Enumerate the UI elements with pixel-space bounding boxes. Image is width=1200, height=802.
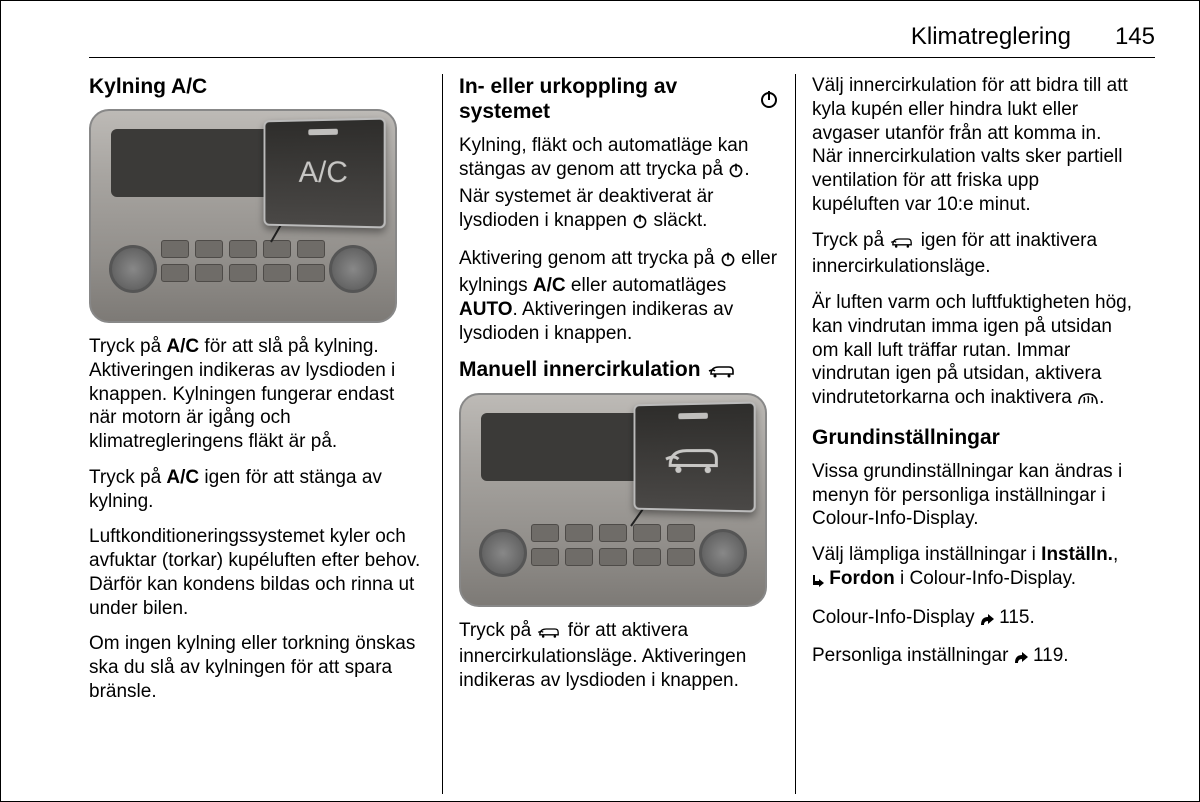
recirculation-icon (536, 622, 562, 646)
button-row-icon (531, 515, 695, 575)
content-columns: Kylning A/C A/C Tryck på A/C för att slå… (89, 74, 1155, 794)
text: Personliga inställningar (812, 645, 1014, 666)
text-bold: Inställn. (1041, 544, 1113, 565)
text: i Colour-Info-Display. (895, 568, 1076, 589)
figure-ac-button: A/C (89, 109, 397, 323)
manual-page: Klimatreglering 145 Kylning A/C A/C (0, 0, 1200, 802)
dial-right-icon (329, 245, 377, 293)
text: . (1099, 387, 1104, 408)
col3-p7: Personliga inställningar 119. (812, 644, 1132, 671)
text-bold: Fordon (829, 568, 894, 589)
col3-p1: Välj innercirkulation för att bidra till… (812, 74, 1132, 217)
text: Tryck på (459, 620, 536, 641)
power-icon (720, 250, 736, 274)
led-indicator-icon (678, 412, 708, 419)
text-bold: A/C (166, 467, 199, 488)
col1-p2: Tryck på A/C igen för att stänga av kyln… (89, 466, 426, 514)
header-section-title: Klimatreglering (911, 23, 1071, 51)
text-bold: A/C (166, 336, 199, 357)
heading-text: In- eller urkoppling av systemet (459, 74, 753, 124)
col2-heading-recirc: Manuell innercirkulation (459, 357, 779, 382)
col3-p3: Är luften varm och luftfuktigheten hög, … (812, 291, 1132, 413)
callout-label: A/C (299, 156, 348, 190)
col3-p6: Colour-Info-Display 115. (812, 606, 1132, 633)
header-page-number: 145 (1115, 23, 1155, 51)
text: , (1113, 544, 1118, 565)
text-bold: A/C (533, 275, 566, 296)
col3-p2: Tryck på igen för att inaktivera innerci… (812, 229, 1132, 280)
text: Kylning, fläkt och automatläge kan stäng… (459, 135, 748, 180)
col2-p1: Kylning, fläkt och automatläge kan stäng… (459, 134, 779, 235)
col3-p5: Välj lämpliga inställningar i Inställn.,… (812, 543, 1132, 594)
text: 119. (1028, 645, 1069, 666)
heading-text: Manuell innercirkulation (459, 357, 701, 382)
text: Tryck på (89, 336, 166, 357)
recirculation-icon (707, 361, 737, 379)
col2-p3: Tryck på för att aktivera innercirkulati… (459, 619, 779, 693)
power-icon (759, 89, 779, 109)
callout-recirc (634, 401, 756, 512)
col1-p1: Tryck på A/C för att slå på kylning. Akt… (89, 335, 426, 454)
text-bold: AUTO (459, 299, 512, 320)
text: eller automatläges (566, 275, 727, 296)
column-2: In- eller urkoppling av systemet Kylning… (442, 74, 795, 794)
page-header: Klimatreglering 145 (89, 23, 1155, 58)
button-row-icon (161, 231, 325, 291)
dial-left-icon (479, 529, 527, 577)
text: 115. (994, 607, 1035, 628)
column-3: Välj innercirkulation för att bidra till… (795, 74, 1148, 794)
recirculation-icon (662, 436, 725, 477)
col3-p4: Vissa grundinställningar kan ändras i me… (812, 460, 1132, 531)
reference-arrow-icon (980, 609, 994, 633)
dial-right-icon (699, 529, 747, 577)
text: Välj lämpliga inställningar i (812, 544, 1041, 565)
power-icon (632, 212, 648, 236)
text: Aktivering genom att trycka på (459, 248, 720, 269)
text: Tryck på (812, 230, 889, 251)
col2-p2: Aktivering genom att trycka på eller kyl… (459, 247, 779, 345)
led-indicator-icon (308, 129, 338, 136)
column-1: Kylning A/C A/C Tryck på A/C för att slå… (89, 74, 442, 794)
text: Tryck på (89, 467, 166, 488)
col1-heading-cooling: Kylning A/C (89, 74, 426, 99)
power-icon (728, 161, 744, 185)
dial-left-icon (109, 245, 157, 293)
col2-heading-onoff: In- eller urkoppling av systemet (459, 74, 779, 124)
figure-recirc-button (459, 393, 767, 607)
col1-p3: Luftkonditioneringssystemet kyler och av… (89, 525, 426, 620)
callout-ac: A/C (264, 118, 386, 229)
col3-heading-settings: Grundinställningar (812, 425, 1132, 450)
defrost-icon (1077, 389, 1099, 413)
menu-arrow-icon (812, 570, 824, 594)
recirculation-icon (889, 232, 915, 256)
reference-arrow-icon (1014, 647, 1028, 671)
col1-p4: Om ingen kylning eller torkning önskas s… (89, 632, 426, 703)
text: släckt. (648, 210, 707, 231)
text: Colour-Info-Display (812, 607, 980, 628)
